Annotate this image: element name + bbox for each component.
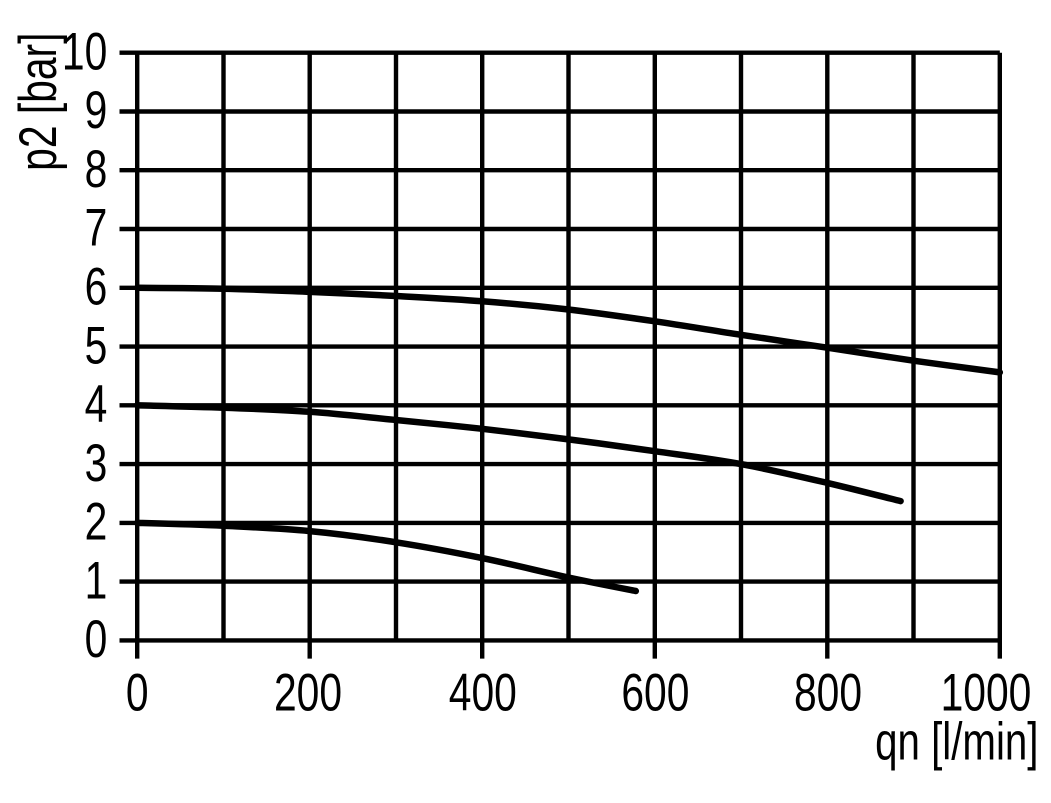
svg-text:200: 200 <box>274 663 342 722</box>
svg-text:5: 5 <box>85 316 108 375</box>
svg-text:0: 0 <box>85 610 108 669</box>
svg-text:4: 4 <box>85 375 108 434</box>
svg-text:0: 0 <box>126 663 149 722</box>
svg-text:400: 400 <box>449 663 517 722</box>
svg-text:1: 1 <box>85 551 108 610</box>
svg-text:6: 6 <box>85 257 108 316</box>
svg-text:9: 9 <box>85 81 108 140</box>
svg-text:2: 2 <box>85 493 108 552</box>
svg-text:800: 800 <box>794 663 862 722</box>
svg-text:3: 3 <box>85 434 108 493</box>
svg-text:7: 7 <box>85 199 108 258</box>
svg-text:600: 600 <box>621 663 689 722</box>
svg-text:10: 10 <box>62 22 107 81</box>
svg-text:1000: 1000 <box>941 663 1032 722</box>
svg-text:p2 [bar]: p2 [bar] <box>9 33 68 171</box>
svg-text:qn [l/min]: qn [l/min] <box>875 711 1038 771</box>
svg-text:8: 8 <box>85 140 108 199</box>
